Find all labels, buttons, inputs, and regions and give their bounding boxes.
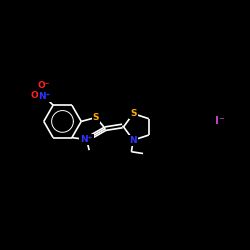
Text: S: S <box>130 109 136 118</box>
Text: N: N <box>130 136 137 144</box>
Text: S: S <box>93 113 99 122</box>
Text: O⁻: O⁻ <box>37 81 50 90</box>
Text: I⁻: I⁻ <box>215 116 224 126</box>
Text: N⁺: N⁺ <box>38 92 50 101</box>
Text: N⁺: N⁺ <box>80 135 93 144</box>
Text: O: O <box>30 91 38 100</box>
